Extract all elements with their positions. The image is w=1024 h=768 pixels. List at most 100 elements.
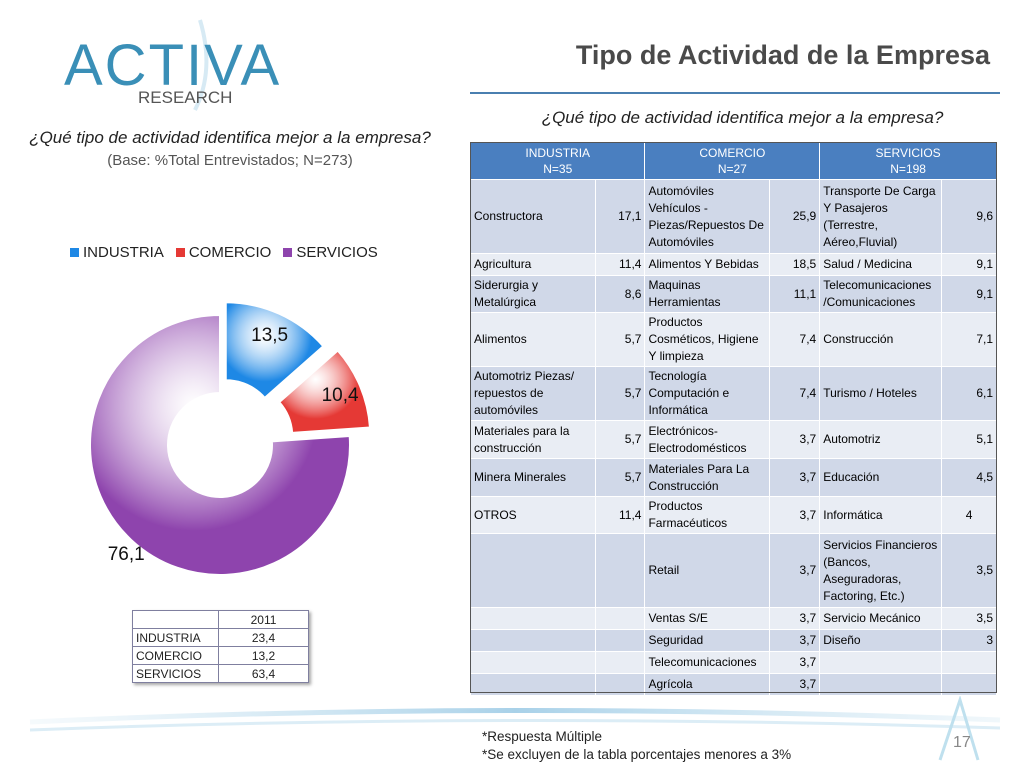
data-label-servicios: 76,1: [108, 544, 145, 565]
table-cell-label: Transporte De Carga Y Pasajeros (Terrest…: [819, 179, 943, 254]
table-cell-label: [819, 651, 943, 674]
year-table-row: SERVICIOS 63,4: [132, 664, 309, 683]
year-table-value: 63,4: [218, 664, 309, 683]
table-cell-label: Minera Minerales: [470, 458, 596, 497]
table-cell-label: Alimentos: [470, 312, 596, 367]
table-cell-label: OTROS: [470, 496, 596, 534]
legend-label-industria: INDUSTRIA: [83, 244, 164, 261]
table-cell-label: Automotriz: [819, 420, 943, 459]
table-cell-label: Materiales Para La Construcción: [644, 458, 771, 497]
title-divider: [470, 92, 1000, 94]
table-cell-value: 18,5: [769, 253, 821, 276]
table-cell-label: Retail: [644, 533, 771, 608]
table-row: OTROS 11,4 Productos Farmacéuticos 3,7 Infor…: [470, 496, 997, 534]
donut-slice-servicios: [89, 313, 351, 576]
table-cell-value: 5,7: [594, 458, 646, 497]
table-cell-value: [594, 533, 646, 608]
year-table-value: 13,2: [218, 646, 309, 665]
table-header-row: INDUSTRIA N=35 COMERCIO N=27 SERVICIOS N…: [469, 142, 997, 180]
table-cell-label: Productos Farmacéuticos: [644, 496, 771, 534]
header-servicios: SERVICIOS N=198: [819, 142, 997, 180]
table-cell-value: 3,7: [769, 458, 821, 497]
table-cell-label: Turismo / Hoteles: [819, 366, 943, 421]
table-cell-value: 11,4: [594, 496, 646, 534]
table-cell-label: Maquinas Herramientas: [644, 275, 771, 313]
year-table-row: COMERCIO 13,2: [132, 646, 309, 665]
data-label-industria: 13,5: [251, 325, 288, 346]
header-servicios-n: N=198: [890, 162, 926, 176]
table-cell-value: [594, 673, 646, 696]
footnotes: *Respuesta Múltiple *Se excluyen de la t…: [482, 728, 791, 764]
table-cell-label: Construcción: [819, 312, 943, 367]
table-cell-label: Servicio Mecánico: [819, 607, 943, 630]
table-question: ¿Qué tipo de actividad identifica mejor …: [541, 108, 944, 127]
donut-chart: 13,5 10,4 76,1: [89, 301, 372, 576]
header-comercio: COMERCIO N=27: [644, 142, 821, 180]
table-cell-label: [470, 629, 596, 652]
year-2011-table: 2011 INDUSTRIA 23,4 COMERCIO 13,2 SERVIC…: [132, 610, 309, 683]
table-cell-label: Materiales para la construcción: [470, 420, 596, 459]
table-row: Materiales para la construcción 5,7 Electr…: [470, 420, 997, 459]
table-cell-label: Siderurgia y Metalúrgica: [470, 275, 596, 313]
activity-table: INDUSTRIA N=35 COMERCIO N=27 SERVICIOS N…: [469, 142, 997, 696]
year-table-header: 2011: [218, 610, 309, 629]
table-row: Seguridad 3,7 Diseño 3: [470, 629, 997, 652]
table-cell-value: [941, 651, 997, 674]
header-servicios-name: SERVICIOS: [875, 146, 941, 160]
table-row: Agrícola 3,7: [470, 673, 997, 696]
table-cell-value: 5,7: [594, 312, 646, 367]
table-cell-label: Automóviles Vehículos - Piezas/Repuestos…: [644, 179, 771, 254]
table-cell-value: 8,6: [594, 275, 646, 313]
table-row: Agricultura 11,4 Alimentos Y Bebidas 18,5 Sa…: [470, 253, 997, 276]
table-cell-value: 3,7: [769, 673, 821, 696]
table-cell-value: 5,1: [941, 420, 997, 459]
table-row: Minera Minerales 5,7 Materiales Para La Co…: [470, 458, 997, 497]
table-cell-label: [470, 607, 596, 630]
legend-label-comercio: COMERCIO: [188, 244, 272, 261]
logo-subtitle: RESEARCH: [138, 88, 233, 107]
table-row: Alimentos 5,7 Productos Cosméticos, Higien…: [470, 312, 997, 367]
table-cell-label: [819, 673, 943, 696]
table-cell-label: Automotriz Piezas/ repuestos de automóvi…: [470, 366, 596, 421]
legend-swatch-industria: [70, 248, 79, 257]
legend-swatch-servicios: [283, 248, 293, 257]
table-cell-label: Diseño: [819, 629, 943, 652]
table-cell-value: 4,5: [941, 458, 997, 497]
table-cell-value: 3,7: [769, 651, 821, 674]
table-row: Retail 3,7 Servicios Financieros (Bancos, …: [470, 533, 997, 608]
header-comercio-n: N=27: [717, 162, 747, 176]
table-cell-value: 7,4: [769, 312, 821, 367]
table-row: Ventas S/E 3,7 Servicio Mecánico 3,5: [470, 607, 997, 630]
footnote-exclusion: *Se excluyen de la tabla porcentajes men…: [482, 747, 792, 762]
table-cell-label: Alimentos Y Bebidas: [644, 253, 771, 276]
legend-item-servicios: SERVICIOS: [283, 244, 378, 261]
table-cell-label: [470, 651, 596, 674]
table-cell-label: Productos Cosméticos, Higiene Y limpieza: [644, 312, 771, 367]
table-cell-value: 7,4: [769, 366, 821, 421]
chart-base-note: (Base: %Total Entrevistados; N=273): [107, 152, 353, 169]
legend-item-industria: INDUSTRIA: [70, 244, 164, 261]
table-cell-label: Agricultura: [470, 253, 596, 276]
donut-slice-comercio: [277, 349, 372, 434]
table-cell-label: Telecomunicaciones /Comunicaciones: [819, 275, 943, 313]
table-cell-label: [470, 533, 596, 608]
table-cell-value: 7,1: [941, 312, 997, 367]
year-table-label: SERVICIOS: [132, 664, 219, 683]
table-cell-value: 3,7: [769, 420, 821, 459]
table-cell-value: 3,7: [769, 533, 821, 608]
table-cell-value: 3,7: [769, 607, 821, 630]
table-cell-value: 25,9: [769, 179, 821, 254]
table-cell-value: [594, 651, 646, 674]
header-industria: INDUSTRIA N=35: [469, 142, 646, 180]
year-table-value: 23,4: [218, 628, 309, 647]
table-cell-label: Informática: [819, 496, 943, 534]
table-cell-value: 3,7: [769, 629, 821, 652]
table-cell-value: 5,7: [594, 420, 646, 459]
table-cell-label: Telecomunicaciones: [644, 651, 771, 674]
page-number: 17: [953, 734, 971, 751]
header-comercio-name: COMERCIO: [699, 146, 766, 160]
table-cell-label: Servicios Financieros (Bancos, Asegurado…: [819, 533, 943, 608]
table-cell-value: 3: [941, 629, 997, 652]
table-cell-value: 3,5: [941, 607, 997, 630]
year-table-row: INDUSTRIA 23,4: [132, 628, 309, 647]
